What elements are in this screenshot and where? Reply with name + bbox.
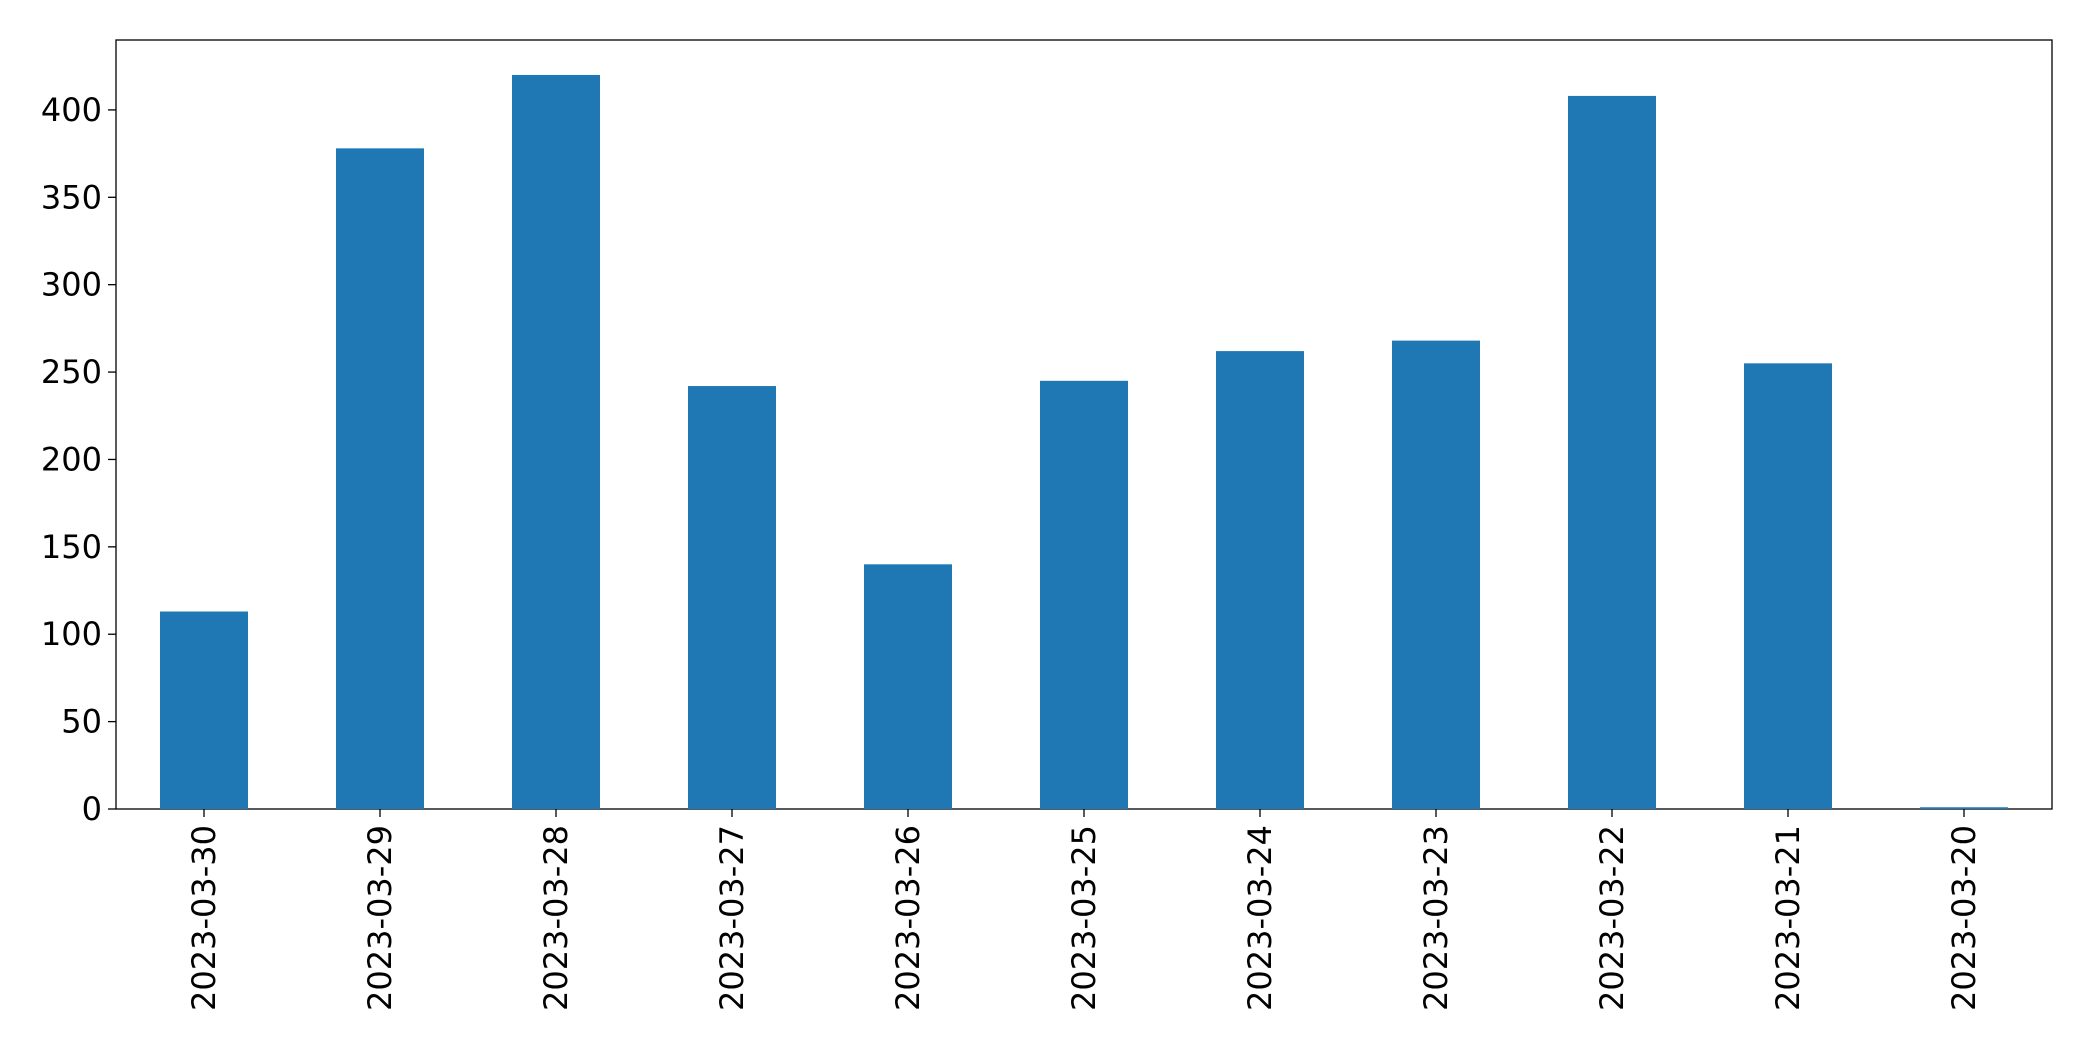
y-tick-label: 200	[41, 440, 102, 478]
x-tick-label: 2023-03-26	[889, 825, 927, 1011]
bar	[1040, 380, 1128, 809]
bar	[160, 611, 248, 809]
x-tick-label: 2023-03-25	[1065, 825, 1103, 1011]
bar	[512, 74, 600, 810]
bar	[864, 564, 952, 809]
y-tick-label: 0	[82, 790, 102, 828]
y-tick-label: 100	[41, 615, 102, 653]
bar	[1392, 340, 1480, 809]
x-tick-label: 2023-03-22	[1593, 825, 1631, 1011]
bar	[1920, 807, 2008, 809]
y-tick-label: 150	[41, 528, 102, 566]
x-tick-label: 2023-03-21	[1769, 825, 1807, 1011]
x-tick-label: 2023-03-30	[185, 825, 223, 1011]
y-tick-label: 50	[61, 703, 102, 741]
x-tick-label: 2023-03-20	[1945, 825, 1983, 1011]
bar	[688, 386, 776, 809]
bar	[1216, 351, 1304, 809]
y-tick-label: 350	[41, 178, 102, 216]
y-tick-label: 250	[41, 353, 102, 391]
x-tick-label: 2023-03-24	[1241, 825, 1279, 1011]
bar	[336, 148, 424, 810]
x-tick-label: 2023-03-29	[361, 825, 399, 1011]
bar	[1568, 95, 1656, 810]
bar	[1744, 363, 1832, 809]
x-tick-label: 2023-03-27	[713, 825, 751, 1011]
x-tick-label: 2023-03-23	[1417, 825, 1455, 1011]
y-tick-label: 300	[41, 266, 102, 304]
y-tick-label: 400	[41, 91, 102, 129]
x-tick-label: 2023-03-28	[537, 825, 575, 1011]
